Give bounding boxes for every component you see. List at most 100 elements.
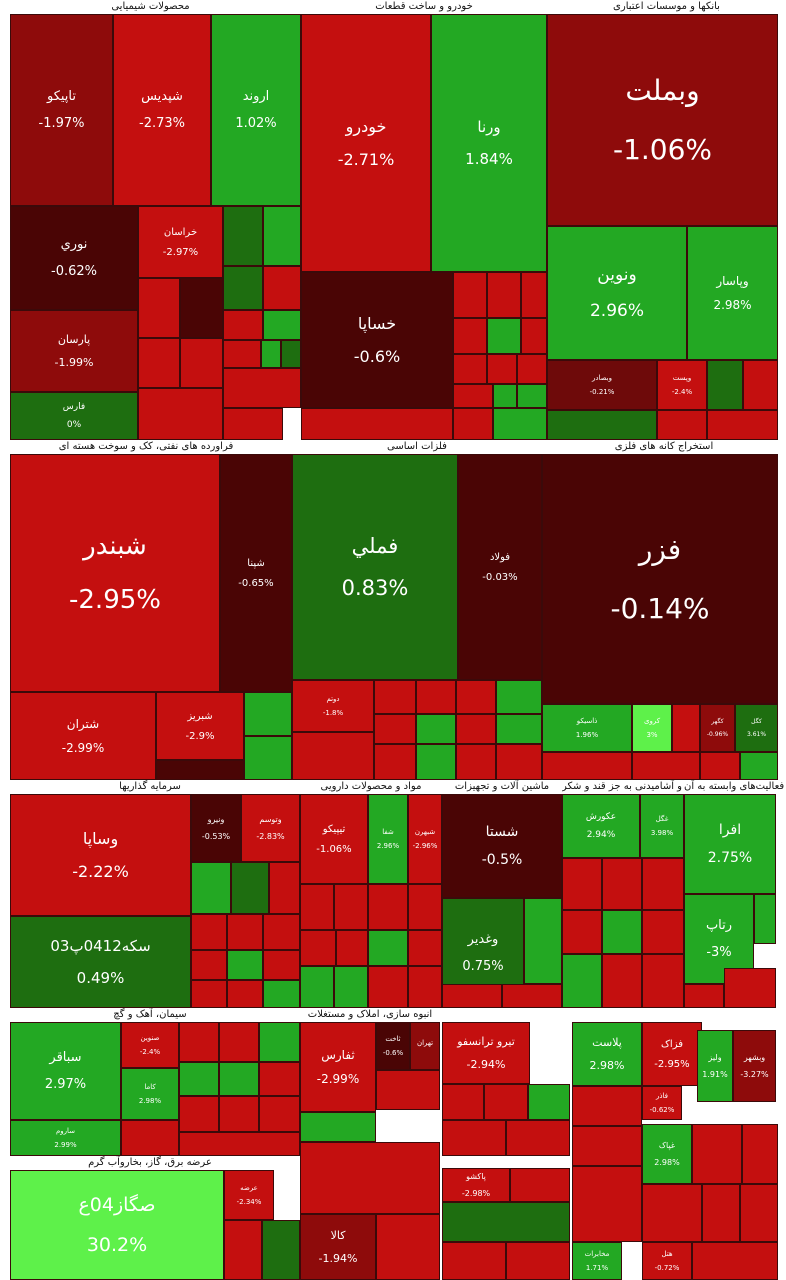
symbol-tile-small[interactable]: [456, 744, 496, 780]
symbol-tile-small[interactable]: [742, 1124, 778, 1184]
symbol-tile[interactable]: صنوین -2.4%: [121, 1022, 179, 1068]
symbol-tile-small[interactable]: [707, 360, 743, 410]
symbol-tile-small[interactable]: [180, 278, 223, 338]
symbol-tile-small[interactable]: [521, 318, 547, 354]
symbol-tile-small[interactable]: [743, 360, 778, 410]
symbol-tile[interactable]: ونوین 2.96%: [547, 226, 687, 360]
symbol-tile-small[interactable]: [456, 680, 496, 714]
symbol-tile-small[interactable]: [336, 930, 368, 966]
symbol-tile-small[interactable]: [179, 1062, 219, 1096]
symbol-tile-small[interactable]: [223, 340, 261, 368]
symbol-tile-small[interactable]: [292, 732, 374, 780]
symbol-tile[interactable]: ساروم 2.99%: [10, 1120, 121, 1156]
symbol-tile-small[interactable]: [442, 1120, 506, 1156]
symbol-tile-small[interactable]: [263, 980, 300, 1008]
symbol-tile-small[interactable]: [334, 884, 368, 930]
symbol-tile-small[interactable]: [156, 760, 244, 780]
symbol-tile-small[interactable]: [301, 408, 453, 440]
symbol-tile[interactable]: مخابرات 1.71%: [572, 1242, 622, 1280]
symbol-tile[interactable]: خودرو -2.71%: [301, 14, 431, 272]
symbol-tile[interactable]: شبریز -2.9%: [156, 692, 244, 760]
symbol-tile-small[interactable]: [300, 930, 336, 966]
symbol-tile-small[interactable]: [374, 714, 416, 744]
symbol-tile[interactable]: ثفارس -2.99%: [300, 1022, 376, 1112]
symbol-tile[interactable]: شبهرن -2.96%: [408, 794, 442, 884]
symbol-tile-small[interactable]: [191, 914, 227, 950]
symbol-tile[interactable]: کگهر -0.96%: [700, 704, 735, 752]
symbol-tile-small[interactable]: [219, 1022, 259, 1062]
symbol-tile-small[interactable]: [487, 318, 521, 354]
symbol-tile[interactable]: وپاسار 2.98%: [687, 226, 778, 360]
symbol-tile[interactable]: پاکشو -2.98%: [442, 1168, 510, 1202]
symbol-tile-small[interactable]: [223, 266, 263, 310]
symbol-tile[interactable]: ذاسیکو 1.96%: [542, 704, 632, 752]
symbol-tile[interactable]: پلاست 2.98%: [572, 1022, 642, 1086]
symbol-tile-small[interactable]: [231, 862, 269, 914]
symbol-tile-small[interactable]: [632, 752, 700, 780]
symbol-tile-small[interactable]: [602, 910, 642, 954]
symbol-tile[interactable]: شبندر -2.95%: [10, 454, 220, 692]
symbol-tile-small[interactable]: [281, 340, 301, 368]
symbol-tile-small[interactable]: [657, 410, 707, 440]
symbol-tile[interactable]: هتل -0.72%: [642, 1242, 692, 1280]
symbol-tile[interactable]: کاما 2.98%: [121, 1068, 179, 1120]
symbol-tile-small[interactable]: [374, 744, 416, 780]
symbol-tile-small[interactable]: [517, 384, 547, 408]
symbol-tile-small[interactable]: [408, 884, 442, 930]
symbol-tile-small[interactable]: [223, 368, 301, 408]
symbol-tile[interactable]: ونیرو -0.53%: [191, 794, 241, 862]
symbol-tile-small[interactable]: [442, 984, 502, 1008]
symbol-tile[interactable]: ثاخت -0.6%: [376, 1022, 410, 1070]
symbol-tile-small[interactable]: [408, 930, 442, 966]
symbol-tile-small[interactable]: [602, 858, 642, 910]
symbol-tile[interactable]: تهران: [410, 1022, 440, 1070]
symbol-tile[interactable]: نوري -0.62%: [10, 206, 138, 310]
symbol-tile-small[interactable]: [547, 410, 657, 440]
symbol-tile[interactable]: ولیز 1.91%: [697, 1030, 733, 1102]
symbol-tile[interactable]: سباقر 2.97%: [10, 1022, 121, 1120]
symbol-tile-small[interactable]: [223, 408, 283, 440]
symbol-tile[interactable]: خساپا -0.6%: [301, 272, 453, 408]
symbol-tile-small[interactable]: [692, 1124, 742, 1184]
symbol-tile-small[interactable]: [180, 338, 223, 388]
symbol-tile-small[interactable]: [524, 898, 562, 984]
symbol-tile[interactable]: اروند 1.02%: [211, 14, 301, 206]
symbol-tile-small[interactable]: [453, 272, 487, 318]
symbol-tile[interactable]: وبصادر -0.21%: [547, 360, 657, 410]
symbol-tile[interactable]: فولاد -0.03%: [458, 454, 542, 680]
symbol-tile-small[interactable]: [259, 1096, 300, 1132]
symbol-tile-small[interactable]: [179, 1022, 219, 1062]
symbol-tile[interactable]: غپاک 2.98%: [642, 1124, 692, 1184]
symbol-tile-small[interactable]: [219, 1062, 259, 1096]
symbol-tile-small[interactable]: [572, 1166, 642, 1242]
symbol-tile-small[interactable]: [227, 950, 263, 980]
symbol-tile[interactable]: غگل 3.98%: [640, 794, 684, 858]
symbol-tile[interactable]: تیرو ترانسفو -2.94%: [442, 1022, 530, 1084]
symbol-tile-small[interactable]: [368, 884, 408, 930]
symbol-tile-small[interactable]: [692, 1242, 778, 1280]
symbol-tile[interactable]: وبشهر -3.27%: [733, 1030, 776, 1102]
symbol-tile-small[interactable]: [263, 914, 300, 950]
symbol-tile[interactable]: خراسان -2.97%: [138, 206, 223, 278]
symbol-tile-small[interactable]: [300, 884, 334, 930]
symbol-tile-small[interactable]: [510, 1168, 570, 1202]
symbol-tile-small[interactable]: [416, 680, 456, 714]
symbol-tile-small[interactable]: [138, 278, 180, 338]
symbol-tile-small[interactable]: [453, 354, 487, 384]
symbol-tile[interactable]: کگل 3.61%: [735, 704, 778, 752]
symbol-tile-small[interactable]: [416, 744, 456, 780]
symbol-tile-small[interactable]: [376, 1214, 440, 1280]
symbol-tile[interactable]: ورنا 1.84%: [431, 14, 547, 272]
symbol-tile-small[interactable]: [672, 704, 700, 752]
symbol-tile-small[interactable]: [562, 954, 602, 1008]
symbol-tile-small[interactable]: [542, 752, 632, 780]
symbol-tile-small[interactable]: [493, 384, 517, 408]
symbol-tile[interactable]: وبملت -1.06%: [547, 14, 778, 226]
symbol-tile-small[interactable]: [754, 894, 776, 944]
symbol-tile-small[interactable]: [572, 1126, 642, 1166]
symbol-tile-small[interactable]: [300, 966, 334, 1008]
symbol-tile[interactable]: عکورش 2.94%: [562, 794, 640, 858]
symbol-tile[interactable]: دوتم -1.8%: [292, 680, 374, 732]
symbol-tile[interactable]: فملي 0.83%: [292, 454, 458, 680]
symbol-tile[interactable]: شپدیس -2.73%: [113, 14, 211, 206]
